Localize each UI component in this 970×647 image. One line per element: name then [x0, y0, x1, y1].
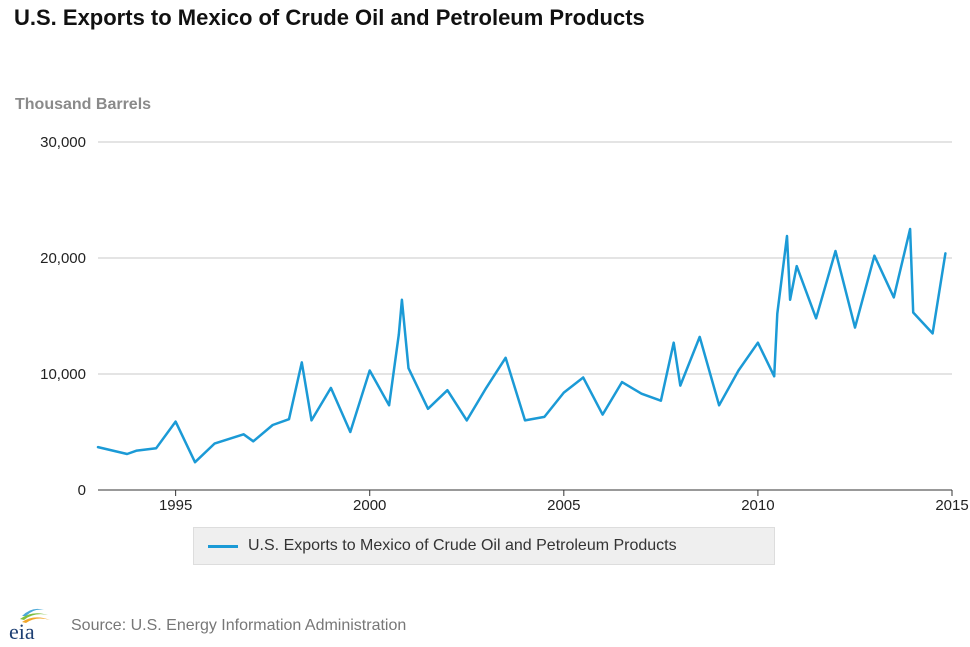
chart-title: U.S. Exports to Mexico of Crude Oil and … — [14, 5, 645, 30]
y-tick-label: 0 — [78, 482, 86, 499]
source-note: Source: U.S. Energy Information Administ… — [71, 617, 407, 634]
eia-logo-icon: eia — [9, 608, 50, 642]
x-tick-label: 2005 — [547, 497, 580, 514]
gridlines: 0 10,000 20,000 30,000 — [40, 134, 952, 499]
x-tick-label: 2010 — [741, 497, 774, 514]
series-line — [96, 227, 947, 464]
x-axis: 1995 2000 2005 2010 2015 — [98, 489, 969, 514]
legend[interactable]: U.S. Exports to Mexico of Crude Oil and … — [193, 527, 775, 565]
x-tick-label: 2000 — [353, 497, 386, 514]
legend-label: U.S. Exports to Mexico of Crude Oil and … — [248, 537, 677, 554]
y-tick-label: 20,000 — [40, 250, 86, 267]
y-axis-unit-label: Thousand Barrels — [15, 96, 152, 113]
x-tick-label: 2015 — [935, 497, 968, 514]
eia-logo-text: eia — [9, 619, 35, 642]
legend-swatch — [208, 544, 238, 548]
series-layer — [96, 227, 947, 464]
y-tick-label: 30,000 — [40, 134, 86, 151]
x-tick-label: 1995 — [159, 497, 192, 514]
y-tick-label: 10,000 — [40, 366, 86, 383]
